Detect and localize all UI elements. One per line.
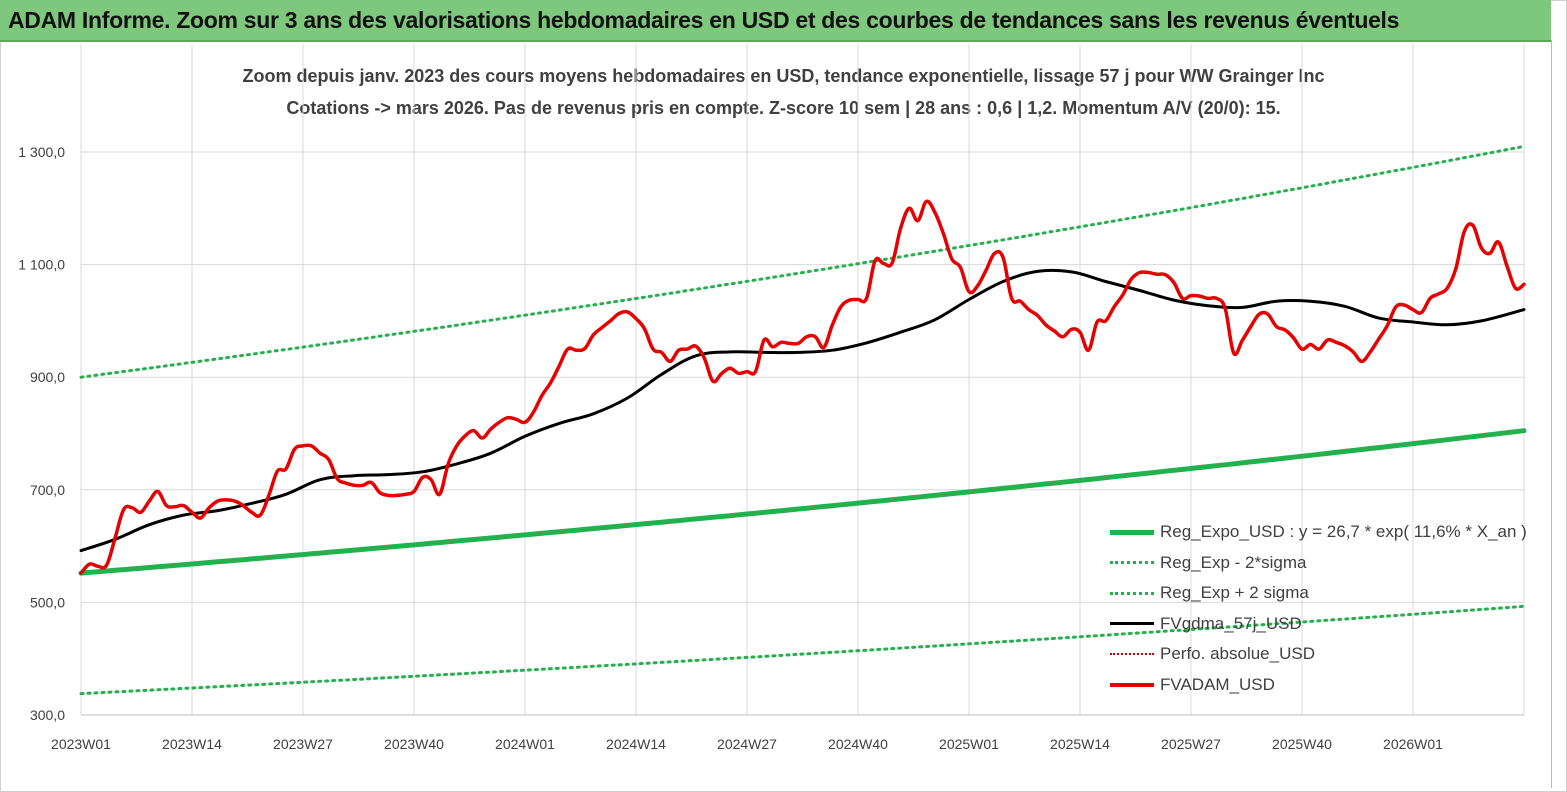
legend-item-plus2: Reg_Exp + 2 sigma	[1110, 578, 1530, 609]
legend-label-price: FVADAM_USD	[1160, 674, 1275, 694]
series-line-price	[79, 199, 1526, 575]
legend-swatch-price	[1110, 682, 1154, 687]
legend-label-minus2: Reg_Exp - 2*sigma	[1160, 552, 1307, 572]
x-tick-label: 2025W40	[1272, 736, 1332, 752]
y-tick-label: 700,0	[30, 482, 65, 498]
x-tick-label: 2024W27	[717, 736, 777, 752]
legend-label-expo: Reg_Expo_USD : y = 26,7 * exp( 11,6% * X…	[1160, 522, 1527, 542]
legend-item-price: FVADAM_USD	[1110, 670, 1530, 701]
x-tick-label: 2024W40	[828, 736, 888, 752]
legend-swatch-perf	[1110, 653, 1154, 656]
legend-swatch-expo	[1110, 529, 1154, 535]
series-line-smooth	[79, 268, 1526, 553]
x-tick-label: 2023W01	[51, 736, 111, 752]
series-line-plus2	[79, 144, 1526, 379]
y-tick-label: 1 100,0	[18, 257, 65, 273]
legend-item-smooth: FVgdma_57j_USD	[1110, 609, 1530, 640]
legend-swatch-plus2	[1110, 591, 1154, 595]
legend-item-perf: Perfo. absolue_USD	[1110, 639, 1530, 670]
x-tick-label: 2025W27	[1161, 736, 1221, 752]
chart-title-line2: Cotations -> mars 2026. Pas de revenus p…	[286, 98, 1281, 118]
legend-label-perf: Perfo. absolue_USD	[1160, 644, 1315, 664]
legend-item-minus2: Reg_Exp - 2*sigma	[1110, 548, 1530, 579]
x-tick-label: 2025W01	[939, 736, 999, 752]
legend-label-smooth: FVgdma_57j_USD	[1160, 613, 1302, 633]
x-tick-label: 2025W14	[1050, 736, 1110, 752]
report-title: ADAM Informe. Zoom sur 3 ans des valoris…	[8, 7, 1400, 33]
legend-item-expo: Reg_Expo_USD : y = 26,7 * exp( 11,6% * X…	[1110, 517, 1530, 548]
y-tick-label: 900,0	[30, 369, 65, 385]
x-tick-label: 2023W27	[273, 736, 333, 752]
x-tick-label: 2023W40	[384, 736, 444, 752]
y-tick-label: 500,0	[30, 594, 65, 610]
legend-swatch-minus2	[1110, 561, 1154, 565]
legend-label-plus2: Reg_Exp + 2 sigma	[1160, 583, 1309, 603]
chart-legend: Reg_Expo_USD : y = 26,7 * exp( 11,6% * X…	[1110, 517, 1530, 700]
x-tick-label: 2024W01	[495, 736, 555, 752]
legend-swatch-smooth	[1110, 622, 1154, 626]
chart-title-line1: Zoom depuis janv. 2023 des cours moyens …	[242, 66, 1325, 86]
y-tick-label: 300,0	[30, 707, 65, 723]
series-line-minus2	[79, 604, 1526, 696]
y-tick-label: 1 300,0	[18, 144, 65, 160]
x-tick-label: 2023W14	[162, 736, 222, 752]
series-line-expo	[78, 428, 1527, 576]
report-banner: ADAM Informe. Zoom sur 3 ans des valoris…	[0, 0, 1551, 42]
right-border-strip	[1551, 40, 1560, 788]
x-tick-label: 2024W14	[606, 736, 666, 752]
x-tick-label: 2026W01	[1383, 736, 1443, 752]
